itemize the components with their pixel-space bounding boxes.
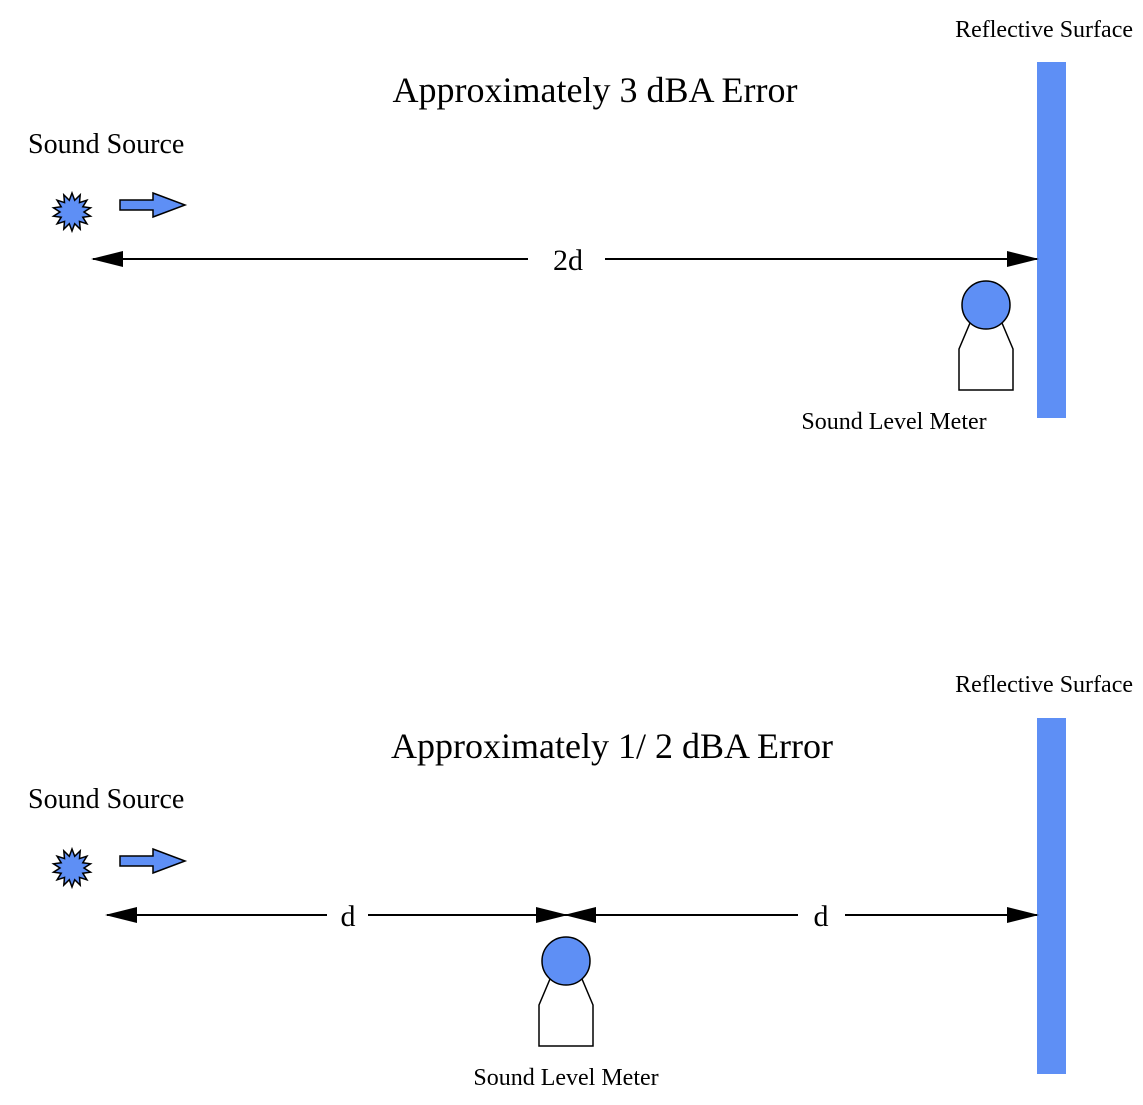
source-label: Sound Source <box>28 129 184 160</box>
meter-label: Sound Level Meter <box>801 409 986 435</box>
surface-label: Reflective Surface <box>955 17 1133 43</box>
panel-top: Reflective Surface Approximately 3 dBA E… <box>28 17 1133 435</box>
distance-label: d <box>814 900 829 933</box>
reflective-surface <box>1037 62 1066 418</box>
starburst-icon <box>51 190 93 234</box>
panel-bottom: Reflective Surface Approximately 1/ 2 dB… <box>28 672 1133 1091</box>
sound-level-meter-icon <box>538 936 594 1047</box>
arrow-right-icon <box>119 847 188 875</box>
distance-dimension: d <box>564 900 1039 933</box>
sound-level-meter-icon <box>958 280 1014 391</box>
surface-label: Reflective Surface <box>955 672 1133 698</box>
meter-label: Sound Level Meter <box>473 1065 658 1091</box>
panel-title: Approximately 3 dBA Error <box>393 70 798 110</box>
arrow-right-icon <box>119 191 188 219</box>
source-label: Sound Source <box>28 784 184 815</box>
panel-title: Approximately 1/ 2 dBA Error <box>391 726 833 766</box>
reflective-surface <box>1037 718 1066 1074</box>
starburst-icon <box>51 846 93 890</box>
distance-label: d <box>341 900 356 933</box>
distance-label: 2d <box>553 244 583 277</box>
distance-dimension: 2d <box>91 244 1039 277</box>
distance-dimension: d <box>105 900 568 933</box>
